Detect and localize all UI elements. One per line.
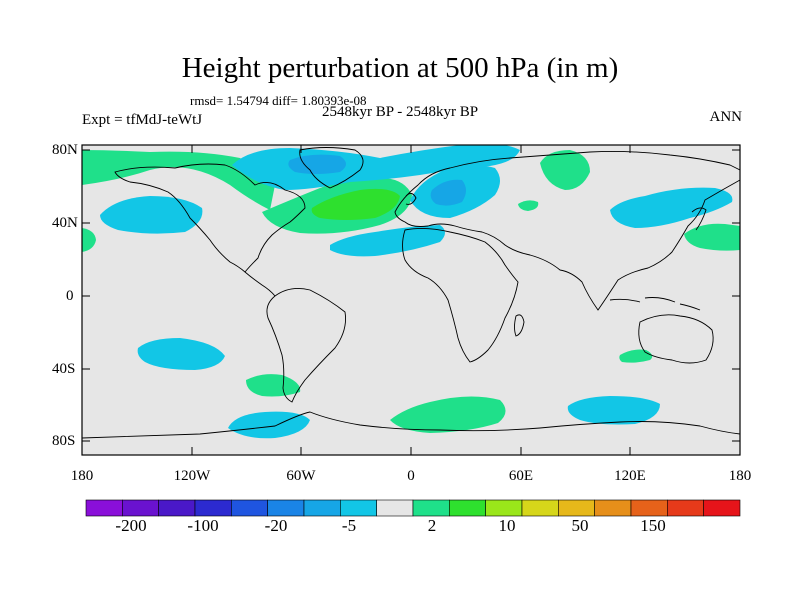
colorbar-swatch [122,499,159,517]
coast-south-america [266,288,346,403]
colorbar-swatch [667,499,704,517]
experiment-label: Expt = tfMdJ-teWtJ [82,112,203,128]
colorbar-swatch [594,499,632,517]
lon-ticks [81,145,741,455]
negative-region-east-asia [610,187,733,228]
coast-madagascar [514,314,525,337]
plot-title: Height perturbation at 500 hPa (in m) [181,52,619,84]
lat-ticks [82,149,740,442]
lon-label-180-west: 180 [70,468,94,484]
colorbar-swatch [485,499,523,517]
lon-label-120w: 120W [173,468,211,484]
colorbar-swatch [194,499,232,517]
positive-region-north-africa-small [518,200,539,211]
negative-anomaly-regions [100,145,733,439]
colorbar-label-minus200: -200 [115,516,147,535]
negative-region-atlantic-band [330,225,445,257]
lon-label-120e: 120E [614,468,646,484]
coast-indonesia [609,297,701,311]
coast-north-america [114,163,306,273]
positive-anomaly-core [311,188,400,220]
coast-japan [691,207,707,231]
lat-label-0: 0 [66,288,74,304]
coast-greenland [299,147,364,189]
lon-label-180-east: 180 [728,468,752,484]
colorbar-label-minus5: -5 [341,516,357,535]
colorbar-label-minus100: -100 [187,516,219,535]
negative-anomaly-core [288,154,466,206]
negative-region-southern-ocean-indian [567,396,660,425]
coast-australia [638,314,714,364]
colorbar-swatch [85,499,123,517]
positive-region-arctic-west [82,150,275,210]
colorbar-swatch [521,499,559,517]
positive-region-indian-south [619,349,653,363]
coastlines [82,147,740,439]
colorbar-swatch [412,499,450,517]
positive-core-north-atlantic [311,188,400,220]
negative-region-south-pacific [137,338,225,370]
colorbar-label-minus20: -20 [264,516,288,535]
positive-region-south-atlantic [390,396,506,433]
coast-eurasia [394,150,740,311]
colorbar-swatch [303,499,341,517]
lon-label-60w: 60W [286,468,316,484]
season-label: ANN [709,109,743,125]
coast-uk [405,193,417,205]
lat-label-40s: 40S [52,361,76,377]
negative-region-southern-ocean-pacific [228,411,310,439]
negative-core-north-sea [430,179,466,206]
colorbar-swatch [340,499,377,517]
colorbar-label-2: 2 [427,516,437,535]
colorbar-swatch [449,499,486,517]
colorbar-label-10: 10 [498,516,516,535]
colorbar [85,499,741,517]
lon-label-0: 0 [407,468,415,484]
negative-region-north-pacific-east [100,196,203,234]
lon-label-60e: 60E [508,468,534,484]
positive-region-south-america-south [246,374,301,397]
colorbar-label-150: 150 [640,516,666,535]
coast-africa [402,227,519,363]
period-label: 2548kyr BP - 2548kyr BP [322,104,479,120]
colorbar-swatch [630,499,668,517]
positive-region-north-pacific-west [684,223,740,251]
stats-line: rmsd= 1.54794 diff= 1.80393e-08 [190,93,367,108]
coast-central-america [244,271,276,297]
positive-region-siberia [540,150,590,190]
colorbar-swatch [703,499,741,517]
coast-antarctica [82,411,740,439]
colorbar-swatch [158,499,196,517]
lat-label-40n: 40N [52,215,78,231]
lat-label-80n: 80N [52,142,78,158]
lat-label-80s: 80S [52,433,76,449]
colorbar-swatch [267,499,305,517]
colorbar-swatch [231,499,268,517]
colorbar-swatch [376,499,414,517]
colorbar-label-50: 50 [571,516,589,535]
negative-core-greenland [288,154,346,174]
colorbar-swatch [558,499,595,517]
positive-region-east-pacific-edge [82,228,96,252]
